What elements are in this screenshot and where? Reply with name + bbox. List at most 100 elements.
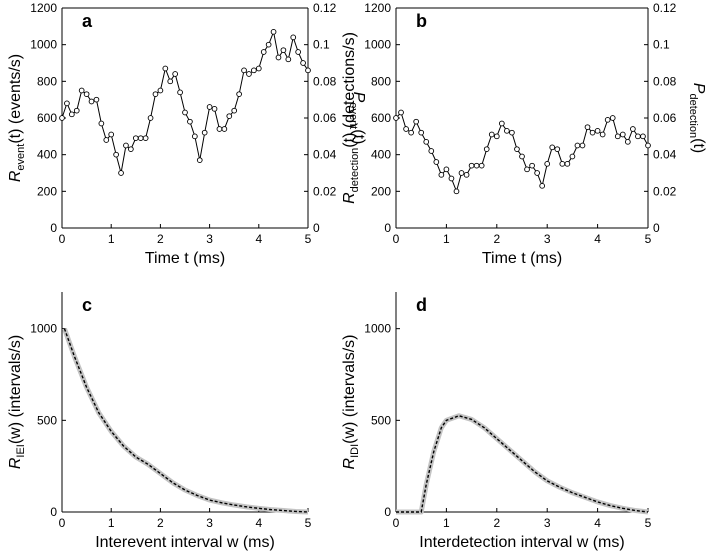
data-point [609,115,616,121]
data-point [157,87,164,94]
data-point [231,107,238,114]
data-point [478,162,485,169]
data-point [488,131,495,138]
x-tick-label: 0 [393,516,400,530]
data-point [290,34,297,41]
data-line [63,328,309,513]
data-point [236,91,242,98]
data-point [132,135,139,142]
y2-tick-label: 0.06 [313,111,337,125]
data-point [579,142,586,149]
data-point [428,148,435,154]
data-point [614,133,621,140]
x-axis-label: Interevent interval w (ms) [95,534,275,551]
x-tick-label: 2 [493,232,500,246]
y-tick-label: 400 [371,148,391,162]
data-point [544,160,551,167]
panel-label: b [416,11,427,31]
y2-tick-label: 0.12 [313,1,337,15]
panel-label: c [82,295,92,315]
data-point [73,107,80,114]
data-point [251,67,257,74]
axis-label-part: detection [687,93,699,138]
data-point [128,146,134,153]
band-line [62,327,309,515]
y-tick-label: 500 [371,413,391,427]
data-point [270,28,277,35]
y-tick-label: 200 [37,184,57,198]
x-tick-label: 3 [544,232,551,246]
y-tick-label: 1000 [364,322,391,336]
axis-label-part: (t) (detections/s) [341,32,358,148]
y2-tick-label: 0.02 [313,184,337,198]
data-point [206,104,213,110]
data-point [534,170,540,176]
data-point [221,126,228,132]
data-point [59,115,65,121]
data-point [255,65,262,72]
data-point [468,162,475,169]
x-tick-label: 5 [305,516,312,530]
y-tick-label: 500 [37,413,57,427]
data-point [514,146,520,153]
data-point [275,54,282,61]
data-point [539,182,546,189]
data-point [408,129,414,136]
data-line [396,415,649,513]
data-point [630,126,636,132]
x-tick-label: 4 [255,516,262,530]
y-tick-label: 200 [371,184,391,198]
panel-label: d [416,295,427,315]
data-point [393,115,399,121]
y2-tick-label: 0.02 [653,184,677,198]
axis-label-part: R [341,192,358,204]
data-point [564,160,571,167]
data-point [216,126,223,132]
y-tick-label: 1000 [30,38,57,52]
data-point [201,129,208,136]
data-point [403,126,409,132]
data-point [473,162,480,169]
x-tick-label: 0 [59,232,66,246]
x-tick-label: 3 [206,516,213,530]
x-tick-label: 1 [108,516,115,530]
x-tick-label: 5 [645,516,652,530]
y-tick-label: 600 [37,111,57,125]
data-point [152,91,159,98]
x-tick-label: 5 [645,232,652,246]
data-point [118,170,124,176]
data-point [413,118,420,125]
axis-label-part: event [15,144,27,171]
y-tick-label: 0 [50,505,57,519]
y2-tick-label: 0 [653,221,660,235]
x-axis-label: Time t (ms) [145,250,225,267]
axis-label-part: (t) [690,138,707,153]
x-tick-label: 2 [157,232,164,246]
y2-tick-label: 0.1 [313,38,330,52]
x-tick-label: 4 [594,516,601,530]
x-tick-label: 0 [59,516,66,530]
data-point [162,65,169,72]
data-point [398,109,404,116]
axis-label-part: P [690,83,707,94]
data-point [635,133,641,140]
data-point [443,166,450,173]
data-point [211,105,218,112]
data-point [549,144,556,151]
x-axis-label: Time t (ms) [482,250,562,267]
data-line [61,30,309,174]
axis-label-part: R [341,457,358,469]
data-point [418,129,425,136]
y2-tick-label: 0.08 [313,74,337,88]
x-tick-label: 1 [443,232,450,246]
data-point [280,47,287,54]
data-point [83,91,90,98]
data-point [519,153,525,160]
axis-label-part: R [7,457,24,469]
data-point [187,118,193,125]
axis-label-part: detection [349,148,361,193]
data-point [167,78,174,85]
axis-label-part: (w) (intervals/s) [7,335,24,444]
data-point [295,49,302,55]
data-point [177,89,183,96]
